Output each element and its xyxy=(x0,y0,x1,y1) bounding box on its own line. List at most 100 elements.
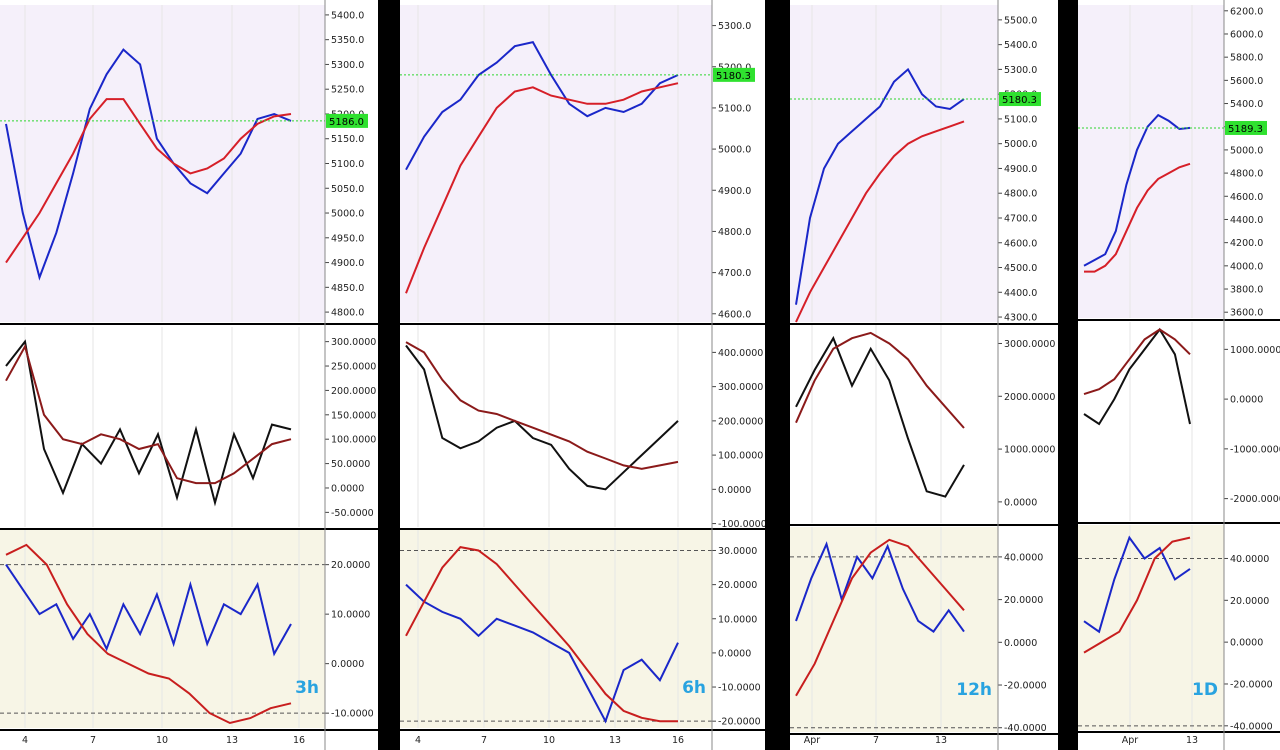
c3-ytick-label: -20.0000 xyxy=(1230,679,1273,690)
c0-ytick-label: 5350.0 xyxy=(331,35,364,46)
c1-ytick-label: 4700.0 xyxy=(718,268,751,279)
c1-panel-bg-2 xyxy=(400,530,712,728)
c3-ytick-label: 1000.0000 xyxy=(1230,345,1280,356)
c2-panel-bg-0 xyxy=(790,5,998,322)
chart-12h-svg: 5500.05400.05300.05200.05100.05000.04900… xyxy=(790,0,1058,750)
c0-oscillator-series-1 xyxy=(5,343,292,485)
chart-1d: 6200.06000.05800.05600.05400.05200.05000… xyxy=(1078,0,1280,750)
c0-ytick-label: 10.0000 xyxy=(331,610,370,621)
c1-price-series-1 xyxy=(405,82,679,294)
c0-xtick-label: 7 xyxy=(90,735,96,746)
c0-ytick-label: 5150.0 xyxy=(331,134,364,145)
c1-ytick-label: 5200.0 xyxy=(718,62,751,73)
c1-xtick-label: 7 xyxy=(481,735,487,746)
c1-ytick-label: 5000.0 xyxy=(718,145,751,156)
c0-ytick-label: 4800.0 xyxy=(331,308,364,319)
c3-ytick-label: 5000.0 xyxy=(1230,145,1263,156)
c3-ytick-label: 4400.0 xyxy=(1230,215,1263,226)
c1-price-badge: 5180.3 xyxy=(716,71,751,82)
chart-3h: 5400.05350.05300.05250.05200.05150.05100… xyxy=(0,0,378,750)
c2-ytick-label: 1000.0000 xyxy=(1004,445,1055,456)
c1-ytick-label: 4600.0 xyxy=(718,309,751,320)
c0-xtick-label: 13 xyxy=(226,735,238,746)
c2-ytick-label: 20.0000 xyxy=(1004,595,1043,606)
c2-oscillator-series-1 xyxy=(795,331,965,429)
c1-ytick-label: 0.0000 xyxy=(718,648,751,659)
c2-ytick-label: 5000.0 xyxy=(1004,139,1037,150)
c2-ytick-label: 5100.0 xyxy=(1004,114,1037,125)
c0-ytick-label: 20.0000 xyxy=(331,560,370,571)
c2-momentum-series-0 xyxy=(795,541,965,633)
c2-ytick-label: 4300.0 xyxy=(1004,313,1037,324)
c0-xtick-label: 10 xyxy=(156,735,168,746)
c3-panel-bg-1 xyxy=(1078,322,1224,521)
c2-momentum-series-1 xyxy=(795,538,965,697)
c2-price-series-1 xyxy=(795,120,965,323)
c3-ytick-label: 0.0000 xyxy=(1230,638,1263,649)
c2-timeframe-label: 12h xyxy=(956,680,992,700)
c2-oscillator-series-0 xyxy=(795,335,965,498)
c1-momentum-series-1 xyxy=(405,546,678,723)
c0-ytick-label: 300.0000 xyxy=(331,337,376,348)
c2-ytick-label: 5400.0 xyxy=(1004,40,1037,51)
c3-ytick-label: 6200.0 xyxy=(1230,6,1263,17)
c0-momentum-series-1 xyxy=(5,543,292,725)
c1-ytick-label: 0.0000 xyxy=(718,485,751,496)
chart-12h: 5500.05400.05300.05200.05100.05000.04900… xyxy=(790,0,1058,750)
chart-6h-svg: 5300.0 5200.0 5100.0 5000.0 4900.0 4800.0 4700… xyxy=(400,0,765,750)
c1-ytick-label: 100.0000 xyxy=(718,451,763,462)
c3-momentum-series-1 xyxy=(1083,536,1191,654)
c1-panel-bg-0 xyxy=(400,5,712,322)
c0-ytick-label: -50.0000 xyxy=(331,508,374,519)
c2-ytick-label: 4400.0 xyxy=(1004,288,1037,299)
c1-ytick-label: 5300.0 xyxy=(718,21,751,32)
c0-ytick-label: 50.0000 xyxy=(331,459,370,470)
c2-ytick-label: 4900.0 xyxy=(1004,164,1037,175)
c0-ytick-label: 5100.0 xyxy=(331,159,364,170)
chart-6h: 5300.0 5200.0 5100.0 5000.0 4900.0 4800.0 4700… xyxy=(400,0,765,750)
c2-ytick-label: 4800.0 xyxy=(1004,189,1037,200)
c0-price-series-0 xyxy=(5,48,292,281)
c1-xtick-label: 16 xyxy=(672,735,684,746)
c0-ytick-label: 150.0000 xyxy=(331,410,376,421)
c3-ytick-label: 5800.0 xyxy=(1230,53,1263,64)
c1-ytick-label: 10.0000 xyxy=(718,614,757,625)
c3-momentum-series-0 xyxy=(1083,535,1191,634)
c0-ytick-label: 4900.0 xyxy=(331,258,364,269)
c0-ytick-label: 5000.0 xyxy=(331,209,364,220)
c2-ytick-label: 0.0000 xyxy=(1004,638,1037,649)
c3-ytick-label: -1000.0000 xyxy=(1230,444,1280,455)
c0-ytick-label: 250.0000 xyxy=(331,362,376,373)
c2-price-badge-bg xyxy=(999,92,1041,107)
c2-xtick-label: 13 xyxy=(935,735,947,746)
c1-xtick-label: 10 xyxy=(543,735,555,746)
c3-oscillator-series-0 xyxy=(1083,327,1191,426)
c3-price-series-1 xyxy=(1084,162,1191,273)
c1-oscillator-series-0 xyxy=(405,344,679,491)
c1-price-badge-bg xyxy=(713,67,755,82)
c0-xtick-label: 16 xyxy=(293,735,305,746)
c2-price-series-0 xyxy=(795,67,965,305)
c3-price-series-0 xyxy=(1083,113,1191,267)
c3-ytick-label: 3800.0 xyxy=(1230,285,1263,296)
c2-ytick-label: 5500.0 xyxy=(1004,15,1037,26)
c0-ytick-label: 5250.0 xyxy=(331,85,364,96)
c1-timeframe-label: 6h xyxy=(682,678,706,698)
c3-ytick-label: -40.0000 xyxy=(1230,721,1273,732)
c1-price-series-0 xyxy=(405,40,679,171)
c2-xtick-label: 7 xyxy=(873,735,879,746)
c0-ytick-label: 5050.0 xyxy=(331,184,364,195)
c1-oscillator-series-1 xyxy=(405,341,679,470)
c3-ytick-label: 40.0000 xyxy=(1230,554,1269,565)
c0-ytick-label: 4850.0 xyxy=(331,283,364,294)
c0-ytick-label: 200.0000 xyxy=(331,386,376,397)
c2-xtick-label: Apr xyxy=(804,735,821,746)
c2-ytick-label: -20.0000 xyxy=(1004,681,1047,692)
c3-ytick-label: -2000.0000 xyxy=(1230,494,1280,505)
c1-ytick-label: -20.0000 xyxy=(718,717,761,728)
c1-ytick-label: 200.0000 xyxy=(718,416,763,427)
c3-panel-bg-2 xyxy=(1078,525,1224,730)
c3-ytick-label: 6000.0 xyxy=(1230,29,1263,40)
c3-panel-bg-0 xyxy=(1078,5,1224,318)
c2-ytick-label: 4500.0 xyxy=(1004,263,1037,274)
